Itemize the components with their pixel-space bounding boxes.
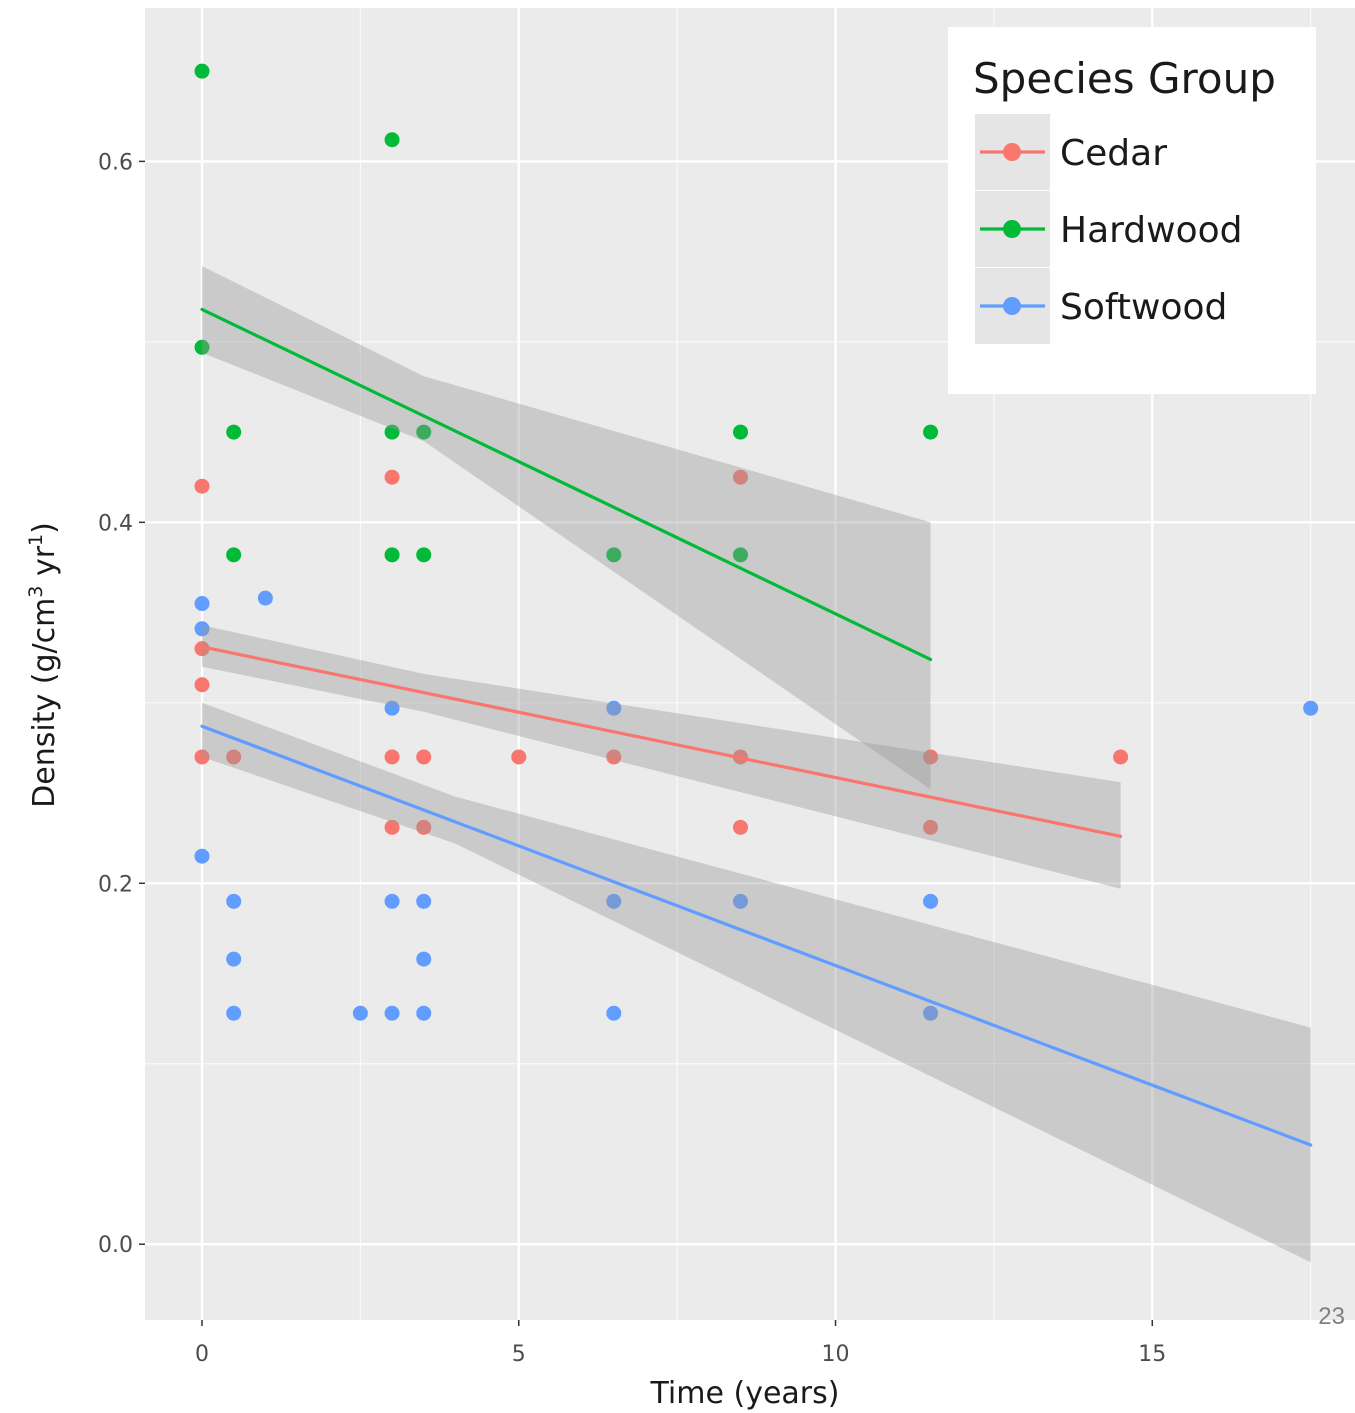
y-tick-label: 0.6	[98, 150, 133, 175]
y-axis-title-unit: yr	[27, 545, 62, 585]
data-point-softwood	[194, 596, 210, 612]
regression-lines	[200, 307, 1313, 1147]
data-point-softwood	[416, 1005, 432, 1021]
x-tick-label: 5	[512, 1342, 526, 1367]
data-point-softwood	[923, 1005, 939, 1021]
data-points	[194, 63, 1319, 1021]
data-point-cedar	[226, 749, 242, 765]
data-point-hardwood	[194, 339, 210, 355]
x-tick-label: 0	[195, 1342, 209, 1367]
fit-line-hardwood	[200, 307, 933, 662]
data-point-softwood	[384, 1005, 400, 1021]
data-point-hardwood	[384, 132, 400, 148]
data-point-hardwood	[732, 547, 748, 563]
data-point-softwood	[257, 590, 273, 606]
y-axis-ticks: 0.0 0.2 0.4 0.6	[98, 150, 145, 1258]
x-axis-ticks: 0 5 10 15	[195, 1320, 1166, 1367]
data-point-cedar	[1113, 749, 1129, 765]
data-point-cedar	[416, 819, 432, 835]
data-point-hardwood	[606, 547, 622, 563]
data-point-softwood	[416, 893, 432, 909]
y-axis-title-close: )	[27, 522, 62, 534]
legend-key-point-hardwood	[1003, 220, 1021, 238]
data-point-softwood	[226, 1005, 242, 1021]
legend-keys: Cedar Hardwood Softwood	[975, 114, 1243, 344]
legend-title: Species Group	[973, 54, 1276, 103]
x-tick-label: 10	[822, 1342, 850, 1367]
data-point-cedar	[194, 478, 210, 494]
data-point-hardwood	[416, 547, 432, 563]
fit-line-softwood	[200, 724, 1313, 1147]
data-point-softwood	[226, 893, 242, 909]
y-tick-label: 0.0	[98, 1233, 133, 1258]
confidence-band-cedar	[202, 625, 1121, 889]
legend-key-point-softwood	[1003, 297, 1021, 315]
data-point-softwood	[606, 893, 622, 909]
data-point-softwood	[384, 893, 400, 909]
y-axis-title-superscript-1: 3	[25, 586, 47, 598]
legend-key-point-cedar	[1003, 143, 1021, 161]
data-point-cedar	[923, 819, 939, 835]
data-point-cedar	[416, 749, 432, 765]
data-point-hardwood	[384, 547, 400, 563]
data-point-hardwood	[194, 63, 210, 79]
legend: Species Group Cedar Hardwood Softwood	[948, 27, 1316, 394]
data-point-softwood	[226, 951, 242, 967]
data-point-hardwood	[384, 424, 400, 440]
y-tick-label: 0.4	[98, 511, 133, 536]
data-point-cedar	[384, 819, 400, 835]
y-axis-title-superscript-2: 1	[25, 534, 47, 546]
data-point-softwood	[1303, 700, 1319, 716]
data-point-cedar	[732, 819, 748, 835]
data-point-softwood	[194, 848, 210, 864]
data-point-hardwood	[923, 424, 939, 440]
data-point-softwood	[384, 700, 400, 716]
data-point-cedar	[511, 749, 527, 765]
x-tick-label: 15	[1138, 1342, 1166, 1367]
data-point-cedar	[384, 749, 400, 765]
data-point-cedar	[194, 677, 210, 693]
y-axis-title-main: Density (g/cm	[27, 598, 62, 808]
data-point-hardwood	[226, 547, 242, 563]
data-point-hardwood	[416, 424, 432, 440]
y-tick-label: 0.2	[98, 872, 133, 897]
data-point-softwood	[732, 893, 748, 909]
legend-label-cedar: Cedar	[1060, 133, 1167, 174]
confidence-band-softwood	[202, 702, 1311, 1263]
data-point-hardwood	[732, 424, 748, 440]
legend-label-softwood: Softwood	[1060, 287, 1227, 328]
data-point-softwood	[194, 621, 210, 637]
data-point-softwood	[606, 700, 622, 716]
data-point-cedar	[923, 749, 939, 765]
legend-label-hardwood: Hardwood	[1060, 210, 1243, 251]
data-point-softwood	[416, 951, 432, 967]
y-axis-title: Density (g/cm3 yr1)	[25, 522, 62, 808]
data-point-hardwood	[226, 424, 242, 440]
data-point-cedar	[194, 641, 210, 657]
data-point-cedar	[732, 469, 748, 485]
fit-line-cedar	[200, 645, 1123, 838]
data-point-cedar	[606, 749, 622, 765]
slide-number: 23	[1318, 1303, 1345, 1330]
data-point-cedar	[384, 469, 400, 485]
data-point-cedar	[194, 749, 210, 765]
data-point-softwood	[606, 1005, 622, 1021]
data-point-softwood	[923, 893, 939, 909]
data-point-softwood	[352, 1005, 368, 1021]
x-axis-title: Time (years)	[650, 1376, 840, 1411]
